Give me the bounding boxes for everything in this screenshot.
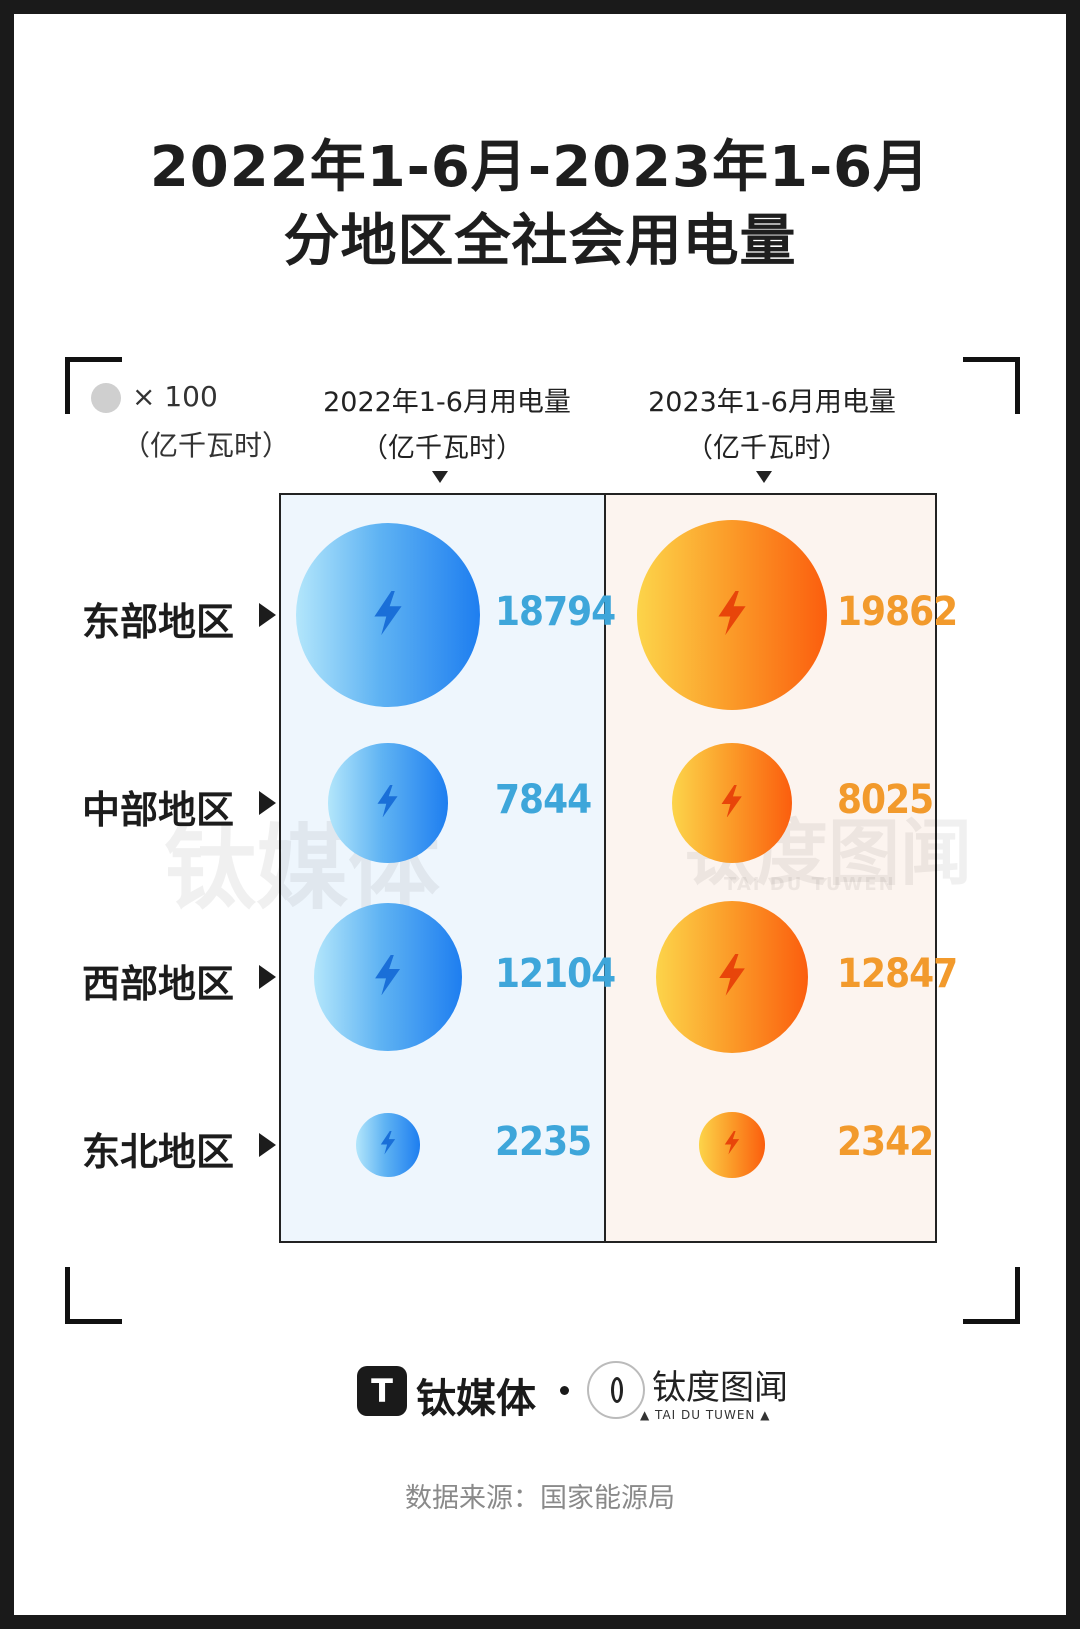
bubble-2023-1 xyxy=(671,742,793,864)
infographic-page: 2022年1-6月-2023年1-6月 分地区全社会用电量 × 100 （亿千瓦… xyxy=(14,14,1066,1615)
watermark-brand-right-sub: TAI DU TUWEN xyxy=(724,874,896,895)
lightning-bolt-icon xyxy=(371,590,405,639)
chart-title-line-2: 分地区全社会用电量 xyxy=(283,209,797,274)
column-pointer-2022 xyxy=(432,471,448,483)
bubble-2023-0 xyxy=(637,520,827,710)
lightning-bolt-icon xyxy=(719,784,744,822)
lightning-bolt-icon xyxy=(723,1131,741,1158)
row-pointer-3 xyxy=(259,1133,276,1157)
legend-dot-icon xyxy=(91,383,121,413)
footer-brand-2-sub: ▲ TAI DU TUWEN ▲ xyxy=(640,1408,771,1422)
value-label-2022-2: 12104 xyxy=(495,951,616,997)
bubble-2023-3 xyxy=(699,1112,765,1178)
value-label-2022-0: 18794 xyxy=(495,589,616,635)
column-header-2022: 2022年1-6月用电量 xyxy=(323,387,571,418)
value-label-2023-2: 12847 xyxy=(837,951,958,997)
lightning-bolt-icon xyxy=(375,784,400,822)
frame-corner-top-left xyxy=(65,357,122,414)
data-source: 数据来源：国家能源局 xyxy=(405,1483,675,1514)
value-label-2023-3: 2342 xyxy=(837,1119,934,1165)
value-label-2022-3: 2235 xyxy=(495,1119,592,1165)
lightning-bolt-icon xyxy=(372,954,403,999)
footer-separator-dot xyxy=(560,1386,569,1395)
legend-scale: × 100 xyxy=(132,380,218,413)
eye-logo-icon xyxy=(587,1361,645,1419)
value-label-2023-1: 8025 xyxy=(837,777,934,823)
footer-brand-2: 钛度图闻 xyxy=(652,1368,788,1408)
frame-corner-top-right xyxy=(963,357,1020,414)
frame-corner-bottom-right xyxy=(963,1267,1020,1324)
row-label-3: 东北地区 xyxy=(82,1130,235,1174)
bubble-2022-1 xyxy=(328,743,448,863)
brand-logo-icon: T xyxy=(357,1366,407,1416)
row-pointer-1 xyxy=(259,791,276,815)
lightning-bolt-icon xyxy=(716,954,748,1000)
bubble-2022-3 xyxy=(356,1113,420,1177)
row-label-0: 东部地区 xyxy=(82,600,235,644)
chart-title-line-1: 2022年1-6月-2023年1-6月 xyxy=(149,135,931,200)
value-label-2023-0: 19862 xyxy=(837,589,958,635)
column-pointer-2023 xyxy=(756,471,772,483)
legend-unit: （亿千瓦时） xyxy=(122,429,291,462)
row-label-1: 中部地区 xyxy=(82,788,235,832)
bubble-2023-2 xyxy=(655,900,809,1054)
row-label-2: 西部地区 xyxy=(82,962,235,1006)
column-unit-2022: （亿千瓦时） xyxy=(361,433,523,464)
row-pointer-0 xyxy=(259,603,276,627)
column-header-2023: 2023年1-6月用电量 xyxy=(648,387,896,418)
column-unit-2023: （亿千瓦时） xyxy=(686,433,848,464)
frame-corner-bottom-left xyxy=(65,1267,122,1324)
lightning-bolt-icon xyxy=(715,590,749,639)
row-pointer-2 xyxy=(259,965,276,989)
value-label-2022-1: 7844 xyxy=(495,777,592,823)
bubble-2022-2 xyxy=(313,902,463,1052)
lightning-bolt-icon xyxy=(379,1131,397,1158)
footer-brand-1: 钛媒体 xyxy=(416,1376,536,1422)
bubble-2022-0 xyxy=(295,522,481,708)
